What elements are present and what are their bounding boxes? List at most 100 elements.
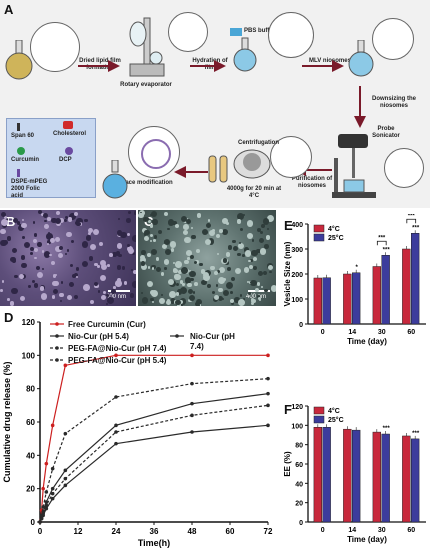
sem-particle (267, 264, 274, 271)
sem-particle (144, 236, 150, 242)
sem-particle (59, 245, 64, 250)
sem-particle (175, 224, 180, 229)
sem-particle (238, 299, 245, 306)
bar (411, 438, 420, 523)
curcumin-icon (17, 147, 25, 155)
rotary-evaporator-icon (129, 17, 165, 77)
sem-particle (156, 257, 160, 261)
sem-particle (172, 220, 177, 226)
sem-particle (231, 301, 235, 305)
sem-particle (219, 229, 223, 233)
series-line (39, 424, 269, 523)
sem-particle (36, 265, 41, 270)
sem-particle (152, 219, 158, 225)
sem-particle (237, 252, 241, 257)
sem-particle (217, 252, 220, 255)
sem-particle (102, 290, 107, 295)
sem-particle (141, 297, 149, 305)
y-tick-label: 400 (291, 222, 303, 229)
y-tick-label: 0 (299, 520, 303, 527)
sem-particle (205, 222, 211, 228)
sem-particle (257, 295, 261, 299)
sem-particle (115, 280, 122, 287)
sem-particle (168, 291, 176, 298)
sem-particle (182, 229, 188, 235)
legend-swatch (313, 233, 325, 242)
sem-particle (229, 298, 235, 304)
sem-particle (101, 264, 107, 270)
sem-particle (158, 298, 165, 305)
sem-particle (68, 213, 76, 221)
sem-particle (19, 274, 25, 280)
step-pbs: PBS buffer (244, 28, 276, 34)
sem-particle (66, 295, 73, 301)
sem-particle (140, 261, 146, 266)
bar (322, 277, 331, 325)
sem-particle (250, 302, 254, 306)
y-tick-label: 60 (295, 462, 303, 469)
sem-particle (46, 217, 51, 222)
y-tick-label: 60 (26, 418, 35, 427)
significance-label: *** (383, 247, 391, 253)
sem-particle (244, 247, 250, 253)
sem-particle (195, 260, 200, 264)
sem-particle (34, 256, 37, 259)
data-point (44, 490, 49, 494)
data-point (114, 395, 118, 399)
sem-particle (230, 291, 234, 295)
sem-particle (109, 253, 113, 257)
sem-particle (73, 211, 78, 216)
scale-label-c: 400 nm (246, 294, 267, 300)
sem-particle (64, 216, 68, 220)
sem-particle (170, 248, 175, 252)
sem-particle (121, 266, 126, 270)
sem-particle (141, 250, 146, 255)
sem-particle (19, 295, 25, 301)
y-axis-label: EE (%) (283, 451, 292, 477)
series-line (39, 378, 269, 523)
sem-particle (237, 212, 245, 220)
legend-nio-74: Nio-Cur (pH 7.4) (190, 332, 235, 351)
sem-particle (38, 210, 43, 214)
purified-zoom-icon (270, 136, 312, 178)
data-point (63, 476, 68, 481)
data-point (50, 491, 55, 496)
sem-particle (49, 253, 52, 257)
sem-particle (248, 259, 251, 263)
x-tick-label: 72 (264, 527, 273, 536)
bar (402, 435, 411, 523)
sem-particle (94, 262, 99, 267)
sem-particle (21, 262, 27, 269)
sem-particle (249, 259, 253, 263)
sem-particle (241, 253, 245, 257)
sem-particle (201, 269, 206, 274)
sem-particle (81, 241, 89, 249)
sem-particle (173, 300, 178, 304)
sem-particle (144, 216, 150, 222)
sem-particle (222, 218, 229, 224)
sem-particle (208, 219, 211, 222)
sem-particle (236, 219, 242, 224)
sem-particle (59, 292, 64, 298)
sem-particle (248, 292, 251, 295)
sem-particle (173, 274, 179, 280)
sem-particle (99, 241, 104, 246)
sem-particle (160, 272, 165, 276)
sem-particle (63, 218, 67, 222)
dspe-icon (17, 169, 20, 177)
data-point (114, 423, 118, 428)
sem-particle (111, 289, 116, 294)
sem-particle (227, 267, 231, 271)
dcp-icon (65, 147, 73, 155)
sem-particle (55, 274, 58, 277)
significance-label: *** (412, 431, 420, 437)
tubes-icon (208, 155, 228, 183)
sem-particle (6, 236, 12, 241)
legend-marker (55, 322, 59, 326)
step-hydration: Hydration of film (192, 58, 228, 71)
sem-particle (218, 266, 226, 273)
sem-particle (10, 301, 15, 306)
sem-particle (129, 293, 134, 298)
step-purification: Purification of niosomes (291, 176, 333, 189)
sem-particle (16, 221, 21, 225)
